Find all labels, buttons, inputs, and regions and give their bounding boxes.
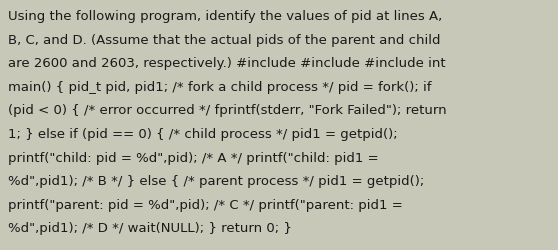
Text: %d",pid1); /* D */ wait(NULL); } return 0; }: %d",pid1); /* D */ wait(NULL); } return … xyxy=(8,222,292,234)
Text: printf("child: pid = %d",pid); /* A */ printf("child: pid1 =: printf("child: pid = %d",pid); /* A */ p… xyxy=(8,151,379,164)
Text: %d",pid1); /* B */ } else { /* parent process */ pid1 = getpid();: %d",pid1); /* B */ } else { /* parent pr… xyxy=(8,174,425,188)
Text: are 2600 and 2603, respectively.) #include #include #include int: are 2600 and 2603, respectively.) #inclu… xyxy=(8,57,446,70)
Text: B, C, and D. (Assume that the actual pids of the parent and child: B, C, and D. (Assume that the actual pid… xyxy=(8,34,441,46)
Text: main() { pid_t pid, pid1; /* fork a child process */ pid = fork(); if: main() { pid_t pid, pid1; /* fork a chil… xyxy=(8,80,432,94)
Text: Using the following program, identify the values of pid at lines A,: Using the following program, identify th… xyxy=(8,10,442,23)
Text: printf("parent: pid = %d",pid); /* C */ printf("parent: pid1 =: printf("parent: pid = %d",pid); /* C */ … xyxy=(8,198,403,211)
Text: 1; } else if (pid == 0) { /* child process */ pid1 = getpid();: 1; } else if (pid == 0) { /* child proce… xyxy=(8,128,398,140)
Text: (pid < 0) { /* error occurred */ fprintf(stderr, "Fork Failed"); return: (pid < 0) { /* error occurred */ fprintf… xyxy=(8,104,447,117)
